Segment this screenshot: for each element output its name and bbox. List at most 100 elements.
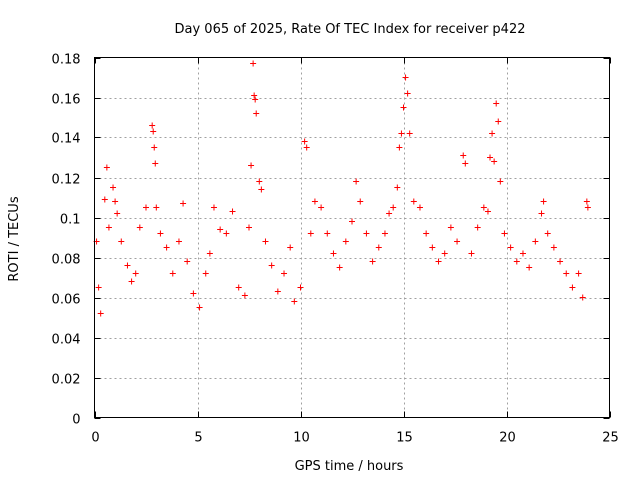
data-point	[429, 244, 436, 251]
data-point	[410, 198, 417, 205]
data-point	[550, 244, 557, 251]
data-point	[381, 230, 388, 237]
data-point	[363, 230, 370, 237]
data-point	[258, 186, 265, 193]
grid	[94, 57, 610, 418]
data-point	[423, 230, 430, 237]
x-tick-label: 10	[293, 431, 310, 446]
data-point	[386, 210, 393, 217]
x-axis-label: GPS time / hours	[295, 459, 404, 474]
data-point	[103, 164, 110, 171]
data-point	[416, 204, 423, 211]
y-tick-label: 0.08	[52, 253, 81, 268]
axis-ticks	[94, 57, 611, 419]
x-tick-label: 15	[396, 431, 413, 446]
data-point	[569, 284, 576, 291]
data-point	[128, 278, 135, 285]
y-tick-label: 0	[72, 413, 80, 428]
data-point	[501, 230, 508, 237]
data-point	[297, 284, 304, 291]
y-tick-label: 0.1	[60, 213, 81, 228]
data-point	[229, 208, 236, 215]
data-point	[526, 264, 533, 271]
data-point	[480, 204, 487, 211]
data-point	[184, 258, 191, 265]
y-tick-label: 0.14	[52, 132, 81, 147]
data-point	[143, 204, 149, 211]
data-point	[462, 160, 469, 167]
data-point	[150, 128, 157, 135]
data-point	[375, 244, 382, 251]
data-point	[318, 204, 325, 211]
data-point	[532, 238, 539, 245]
data-point	[149, 122, 156, 129]
data-point	[406, 130, 413, 137]
data-point	[460, 152, 467, 159]
data-point	[507, 244, 514, 251]
data-point	[538, 210, 545, 217]
data-point	[180, 200, 187, 207]
y-tick-labels: 0 0.02 0.04 0.06 0.08 0.1 0.12 0.14 0.16 0.18	[52, 53, 81, 428]
data-point	[544, 230, 551, 237]
data-point	[151, 144, 158, 151]
x-tick-label: 0	[91, 431, 99, 446]
data-point	[281, 270, 288, 277]
data-point	[447, 224, 454, 231]
data-point	[251, 92, 258, 99]
data-point	[153, 204, 160, 211]
data-point	[495, 118, 502, 125]
data-point	[402, 74, 409, 81]
y-tick-label: 0.06	[52, 293, 81, 308]
data-point	[274, 288, 281, 295]
y-tick-label: 0.02	[52, 373, 81, 388]
y-tick-label: 0.16	[52, 93, 81, 108]
data-point	[584, 204, 591, 211]
data-point	[303, 144, 310, 151]
data-point	[491, 158, 498, 165]
data-point	[291, 298, 298, 305]
data-point	[124, 262, 131, 269]
data-point	[557, 258, 564, 265]
data-point	[256, 178, 263, 185]
data-point	[540, 198, 547, 205]
data-point	[493, 100, 500, 107]
data-point	[163, 244, 170, 251]
data-point	[563, 270, 570, 277]
data-point	[435, 258, 442, 265]
data-point	[474, 224, 481, 231]
data-point	[353, 178, 360, 185]
x-tick-labels: 0 5 10 15 20 25	[91, 431, 618, 446]
data-point	[324, 230, 331, 237]
data-point	[235, 284, 242, 291]
data-point	[489, 130, 496, 137]
data-point	[101, 196, 108, 203]
data-point	[287, 244, 294, 251]
data-point	[330, 250, 337, 257]
y-tick-label: 0.12	[52, 173, 81, 188]
data-point	[583, 198, 590, 205]
data-point	[253, 110, 260, 117]
data-point	[487, 154, 494, 161]
data-point	[394, 184, 401, 191]
data-point	[152, 160, 159, 167]
data-point	[114, 210, 121, 217]
y-tick-label: 0.18	[52, 53, 81, 68]
data-point	[575, 270, 582, 277]
data-point	[206, 250, 213, 257]
data-point	[105, 224, 112, 231]
data-point	[454, 238, 461, 245]
data-point	[441, 250, 448, 257]
data-point	[169, 270, 176, 277]
data-point	[400, 104, 407, 111]
data-point	[136, 224, 143, 231]
data-point	[262, 238, 269, 245]
data-point	[357, 198, 364, 205]
data-point	[390, 204, 397, 211]
x-tick-label: 25	[602, 431, 619, 446]
data-point	[132, 270, 139, 277]
data-point	[336, 264, 343, 271]
data-point	[196, 304, 203, 311]
x-tick-label: 20	[499, 431, 516, 446]
data-point	[404, 90, 411, 97]
